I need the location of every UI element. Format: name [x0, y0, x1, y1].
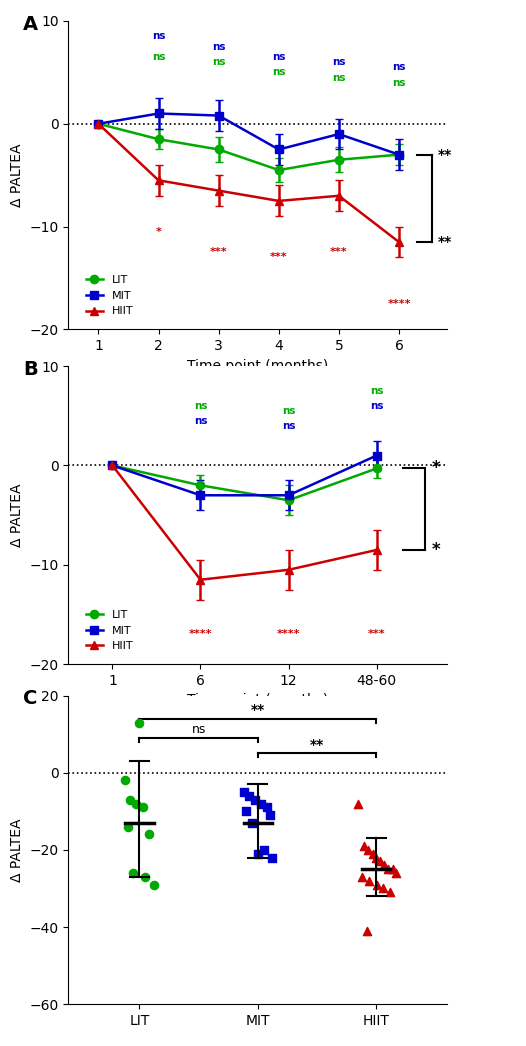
Point: [135, 714, 144, 731]
Point: [362, 923, 371, 939]
Point: [268, 849, 276, 866]
Text: **: **: [438, 235, 452, 249]
Point: [373, 877, 381, 893]
Point: [241, 803, 250, 820]
Text: ***: ***: [330, 247, 348, 257]
Text: ns: ns: [332, 72, 346, 83]
Text: ****: ****: [387, 298, 411, 309]
Point: [139, 799, 147, 816]
Text: ns: ns: [272, 52, 286, 62]
Point: [132, 795, 140, 812]
Point: [263, 799, 271, 816]
Point: [376, 854, 384, 870]
Text: ns: ns: [332, 58, 346, 67]
Text: ns: ns: [194, 401, 207, 411]
Point: [392, 865, 400, 882]
Text: ns: ns: [272, 68, 286, 77]
Text: ns: ns: [370, 401, 383, 411]
Text: ns: ns: [212, 42, 226, 52]
Point: [149, 877, 158, 893]
Point: [368, 845, 377, 862]
X-axis label: Time point (months): Time point (months): [187, 693, 328, 707]
Y-axis label: Δ PALTEA: Δ PALTEA: [10, 818, 24, 882]
Point: [251, 792, 260, 809]
Point: [354, 795, 362, 812]
Text: ***: ***: [270, 252, 288, 263]
Point: [239, 783, 248, 800]
Point: [379, 880, 387, 896]
Text: ns: ns: [392, 63, 406, 72]
Text: ns: ns: [392, 77, 406, 88]
Point: [254, 845, 262, 862]
Text: ns: ns: [194, 415, 207, 426]
Text: C: C: [23, 689, 37, 708]
Text: B: B: [23, 360, 38, 379]
Text: ns: ns: [282, 420, 295, 431]
Point: [358, 868, 366, 885]
Point: [245, 788, 254, 804]
Point: [248, 815, 256, 832]
Text: ****: ****: [189, 630, 213, 639]
Point: [129, 865, 138, 882]
Point: [123, 818, 132, 835]
Point: [257, 795, 266, 812]
Legend: LIT, MIT, HIIT: LIT, MIT, HIIT: [82, 606, 138, 656]
Text: ***: ***: [368, 630, 386, 639]
Point: [265, 806, 274, 823]
Point: [126, 792, 134, 809]
Text: **: **: [310, 737, 324, 751]
Text: ***: ***: [210, 247, 227, 257]
Point: [388, 861, 397, 878]
Text: ns: ns: [212, 58, 226, 67]
Point: [141, 868, 149, 885]
Point: [259, 841, 268, 858]
Text: *: *: [156, 227, 161, 236]
Text: **: **: [250, 703, 265, 717]
Point: [386, 884, 394, 901]
Text: ns: ns: [152, 52, 165, 62]
Text: ns: ns: [370, 386, 383, 396]
Text: *: *: [432, 541, 441, 559]
Point: [360, 838, 368, 855]
X-axis label: Time point (months): Time point (months): [187, 359, 328, 372]
Legend: LIT, MIT, HIIT: LIT, MIT, HIIT: [82, 271, 138, 321]
Text: ****: ****: [277, 630, 300, 639]
Point: [372, 849, 380, 866]
Point: [380, 857, 389, 873]
Point: [384, 861, 392, 878]
Y-axis label: Δ PALTEA: Δ PALTEA: [10, 483, 24, 547]
Point: [363, 841, 372, 858]
Point: [121, 772, 129, 789]
Point: [365, 872, 373, 889]
Text: *: *: [432, 459, 441, 477]
Text: ns: ns: [282, 406, 295, 416]
Text: **: **: [438, 147, 452, 162]
Point: [145, 826, 153, 843]
Text: A: A: [23, 15, 38, 33]
Y-axis label: Δ PALTEA: Δ PALTEA: [10, 143, 24, 207]
Text: ns: ns: [152, 31, 165, 42]
Text: ns: ns: [191, 723, 206, 736]
